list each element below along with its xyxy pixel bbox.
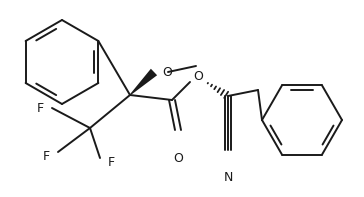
Text: F: F bbox=[37, 101, 44, 114]
Text: F: F bbox=[43, 150, 50, 163]
Text: O: O bbox=[193, 70, 203, 83]
Text: N: N bbox=[223, 171, 233, 184]
Text: O: O bbox=[162, 65, 172, 78]
Text: F: F bbox=[108, 155, 115, 168]
Polygon shape bbox=[130, 69, 157, 95]
Text: O: O bbox=[173, 152, 183, 165]
